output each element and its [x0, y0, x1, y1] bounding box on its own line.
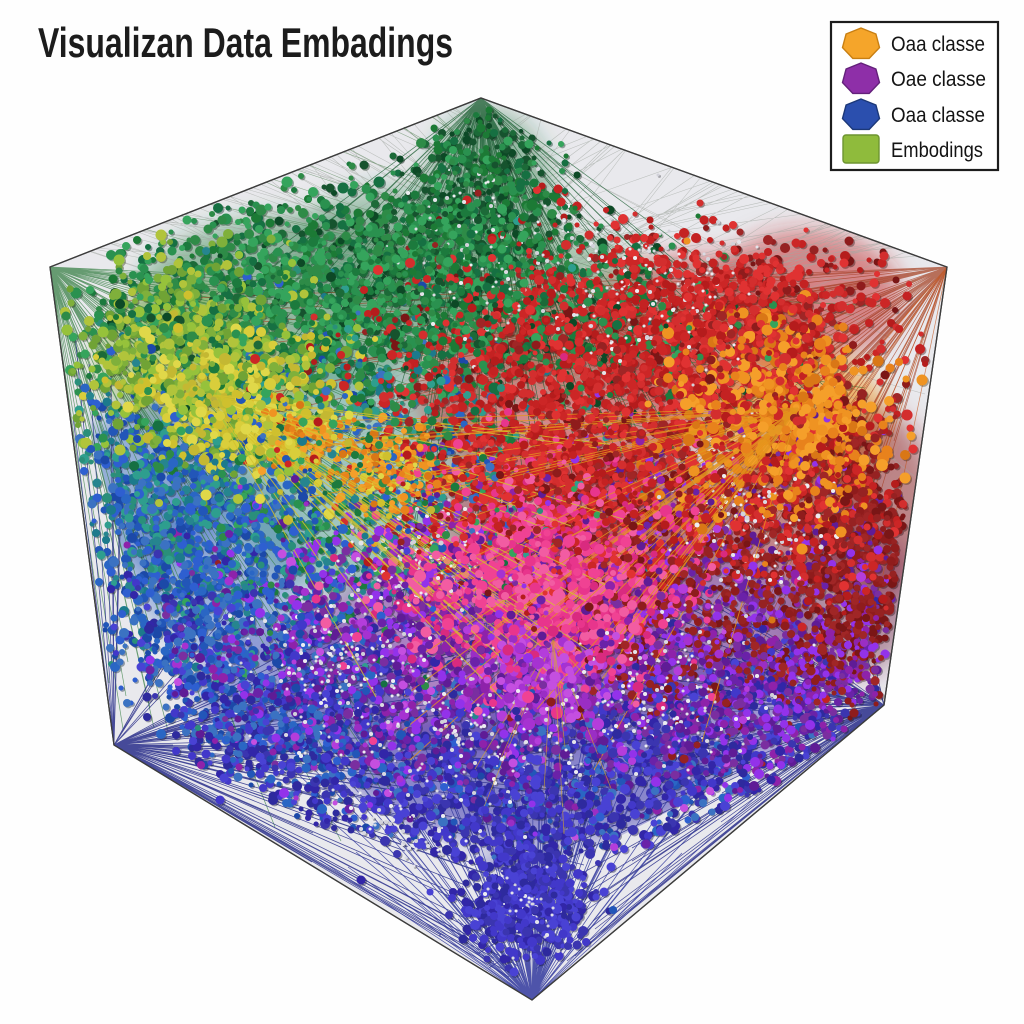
svg-text:Oaa classe: Oaa classe — [891, 104, 985, 127]
svg-text:Oae classe: Oae classe — [891, 68, 986, 91]
svg-text:Embodings: Embodings — [891, 139, 983, 162]
svg-text:Oaa classe: Oaa classe — [891, 33, 985, 56]
svg-text:Visualizan Data Embadings: Visualizan Data Embadings — [38, 19, 453, 66]
